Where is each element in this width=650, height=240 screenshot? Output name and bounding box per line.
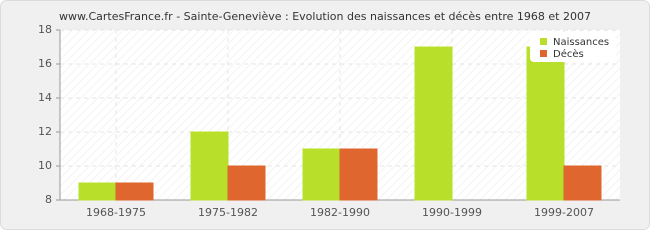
legend-box: [530, 32, 616, 62]
bar: [78, 182, 117, 201]
bar: [302, 148, 341, 201]
y-tick-label: 16: [38, 57, 52, 70]
bar: [526, 46, 565, 201]
x-tick-label: 1999-2007: [534, 206, 594, 219]
y-tick-label: 14: [38, 91, 52, 104]
y-tick-label: 12: [38, 125, 52, 138]
legend-label: Naissances: [553, 37, 609, 48]
legend-swatch: [540, 50, 547, 57]
y-tick-label: 10: [38, 159, 52, 172]
x-tick-label: 1975-1982: [198, 206, 258, 219]
bar: [190, 131, 229, 201]
x-tick-label: 1982-1990: [310, 206, 370, 219]
bar: [339, 148, 378, 201]
y-tick-label: 18: [38, 23, 52, 36]
bar: [414, 46, 453, 201]
bar: [115, 182, 154, 201]
legend-label: Décès: [553, 48, 584, 60]
bar: [227, 165, 266, 201]
x-tick-label: 1990-1999: [422, 206, 482, 219]
legend-swatch: [540, 38, 547, 45]
y-tick-label: 8: [45, 193, 52, 206]
chart-title: www.CartesFrance.fr - Sainte-Geneviève :…: [59, 10, 591, 23]
x-tick-label: 1968-1975: [86, 206, 146, 219]
bar: [563, 165, 602, 201]
chart: www.CartesFrance.fr - Sainte-Geneviève :…: [0, 0, 650, 230]
